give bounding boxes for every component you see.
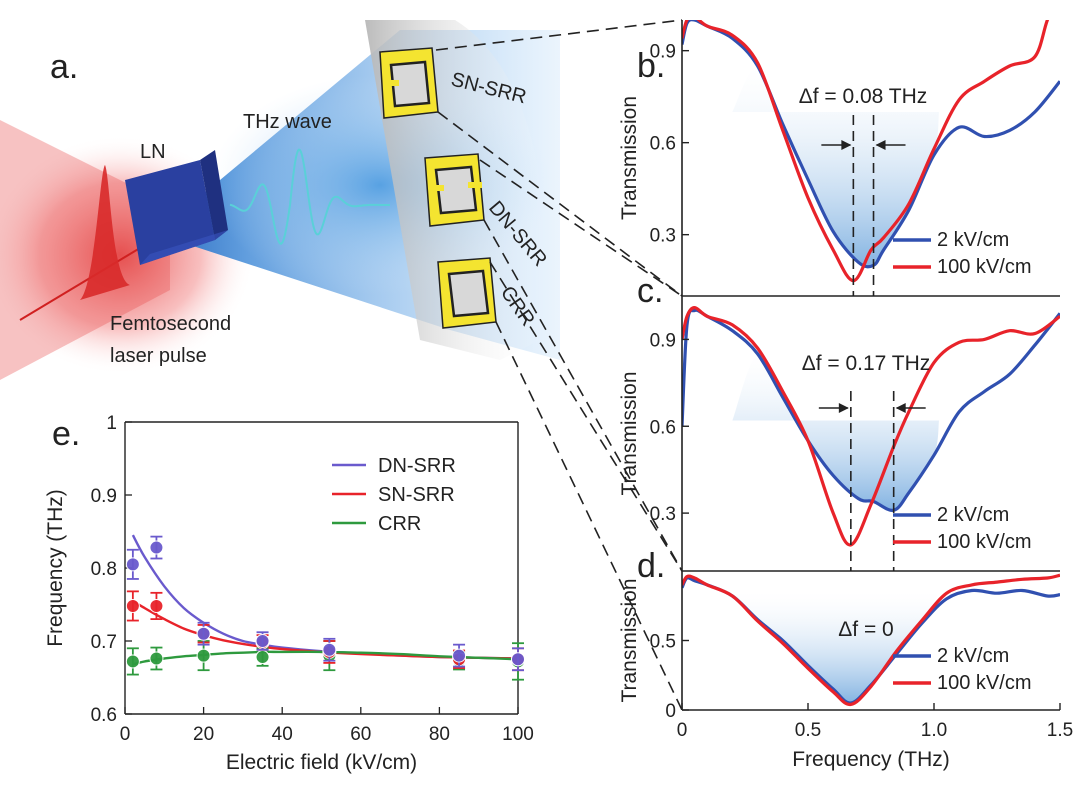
data-point-sn-srr: [149, 598, 164, 613]
delta-arrowhead-right: [875, 140, 886, 150]
data-point-dn-srr: [149, 540, 164, 555]
data-point-crr: [255, 650, 270, 665]
laser-label-line2: laser pulse: [110, 345, 207, 367]
schematic-panel: a. LN THz wave Femtosecond laser pulse S…: [0, 19, 683, 711]
resonance-shading: [732, 591, 939, 704]
y-tick-label: 0: [665, 701, 676, 722]
data-point-crr: [125, 654, 140, 669]
x-tick-label: 0: [120, 724, 131, 745]
x-tick-label: 40: [272, 724, 293, 745]
panel-label-d: d.: [637, 547, 665, 585]
data-point-dn-srr: [196, 626, 211, 641]
fit-curve-dn-srr: [131, 534, 519, 660]
data-point-dn-srr: [511, 652, 525, 667]
y-axis-title: Transmission: [618, 96, 641, 220]
panel-label-e: e.: [52, 415, 80, 453]
panel-label-c: c.: [637, 272, 663, 310]
panel-e-frequency-vs-field: e. 0.6 0.7 0.8 0.9 1 0 20 40 60 80 100 Electric fie…: [44, 413, 534, 774]
panel-d-transmission: d. 0 0.5 0 0.5 1.0 1.5 Frequency (THz) Transmis…: [618, 547, 1073, 771]
x-tick-label: 80: [429, 724, 450, 745]
x-axis-title: Electric field (kV/cm): [226, 751, 417, 774]
data-point-sn-srr: [125, 598, 140, 613]
data-point-dn-srr: [125, 557, 140, 572]
x-tick-label: 60: [350, 724, 371, 745]
data-point-dn-srr: [255, 634, 270, 648]
y-tick-label: 0.3: [650, 226, 676, 247]
laser-pulse-shape: [80, 165, 130, 300]
transmission-curve-high-field: [682, 20, 1050, 283]
x-tick-label: 0: [677, 720, 688, 741]
thz-waveform: [229, 148, 390, 245]
x-tick-label: 1.5: [1047, 720, 1073, 741]
y-tick-label: 0.6: [650, 417, 676, 438]
delta-f-annotation: Δf = 0.08 THz: [799, 85, 928, 108]
y-axis-title: Transmission: [618, 578, 641, 702]
ln-crystal-face: [125, 160, 215, 265]
delta-arrowhead-left: [841, 140, 852, 150]
y-tick-label: 0.5: [650, 632, 676, 653]
y-tick-label: 0.7: [91, 632, 117, 653]
legend-label: 100 kV/cm: [937, 672, 1031, 694]
ln-label: LN: [140, 141, 166, 163]
y-tick-label: 0.9: [650, 42, 676, 63]
transmission-curve-high-field: [682, 573, 1060, 707]
delta-f-annotation: Δf = 0: [838, 618, 893, 641]
data-point-crr: [196, 648, 211, 663]
x-tick-label: 0.5: [795, 720, 821, 741]
x-tick-label: 1.0: [921, 720, 947, 741]
y-tick-label: 0.6: [650, 134, 676, 155]
resonance-shading: [732, 65, 939, 267]
data-point-crr: [149, 651, 164, 666]
legend-label: 2 kV/cm: [937, 645, 1009, 667]
y-tick-label: 0.3: [650, 504, 676, 525]
zoom-lines: [435, 19, 683, 711]
y-tick-label: 0.6: [91, 705, 117, 726]
x-axis-title: Frequency (THz): [792, 748, 950, 771]
y-tick-label: 0.8: [91, 559, 117, 580]
y-tick-label: 0.9: [650, 330, 676, 351]
resonance-shading: [732, 353, 939, 511]
legend-label: 100 kV/cm: [937, 256, 1031, 278]
y-tick-label: 1: [106, 413, 117, 434]
legend-label: 100 kV/cm: [937, 531, 1031, 553]
delta-arrowhead-left: [838, 403, 849, 413]
y-axis-title: Transmission: [618, 371, 641, 495]
ln-crystal-side: [200, 150, 228, 240]
panel-b-transmission: b. 0.3 0.6 0.9 Transmission Δf = 0.08 THz 2 k…: [618, 20, 1060, 297]
legend-label: SN-SRR: [378, 484, 455, 506]
delta-arrowhead-right: [895, 403, 906, 413]
panel-c-transmission: c. 0.3 0.6 0.9 Transmission Δf = 0.17 THz 2 k…: [618, 272, 1060, 572]
y-axis-title: Frequency (THz): [44, 489, 67, 647]
dn-srr-resonator: [424, 153, 485, 227]
legend-label: 2 kV/cm: [937, 229, 1009, 251]
legend-label: 2 kV/cm: [937, 504, 1009, 526]
data-point-dn-srr: [322, 642, 337, 657]
x-tick-label: 20: [193, 724, 214, 745]
crr-resonator: [437, 257, 497, 329]
x-tick-label: 100: [502, 724, 534, 745]
delta-f-annotation: Δf = 0.17 THz: [802, 352, 931, 375]
ln-crystal-bottom: [140, 230, 228, 265]
laser-label-line1: Femtosecond: [110, 313, 231, 335]
legend-label: DN-SRR: [378, 455, 456, 477]
thz-wave-label: THz wave: [243, 111, 332, 133]
sn-srr-resonator: [379, 47, 439, 119]
panel-label-b: b.: [637, 47, 665, 85]
data-point-dn-srr: [452, 648, 467, 663]
panel-label-a: a.: [50, 48, 78, 86]
legend-label: CRR: [378, 513, 421, 535]
y-tick-label: 0.9: [91, 486, 117, 507]
